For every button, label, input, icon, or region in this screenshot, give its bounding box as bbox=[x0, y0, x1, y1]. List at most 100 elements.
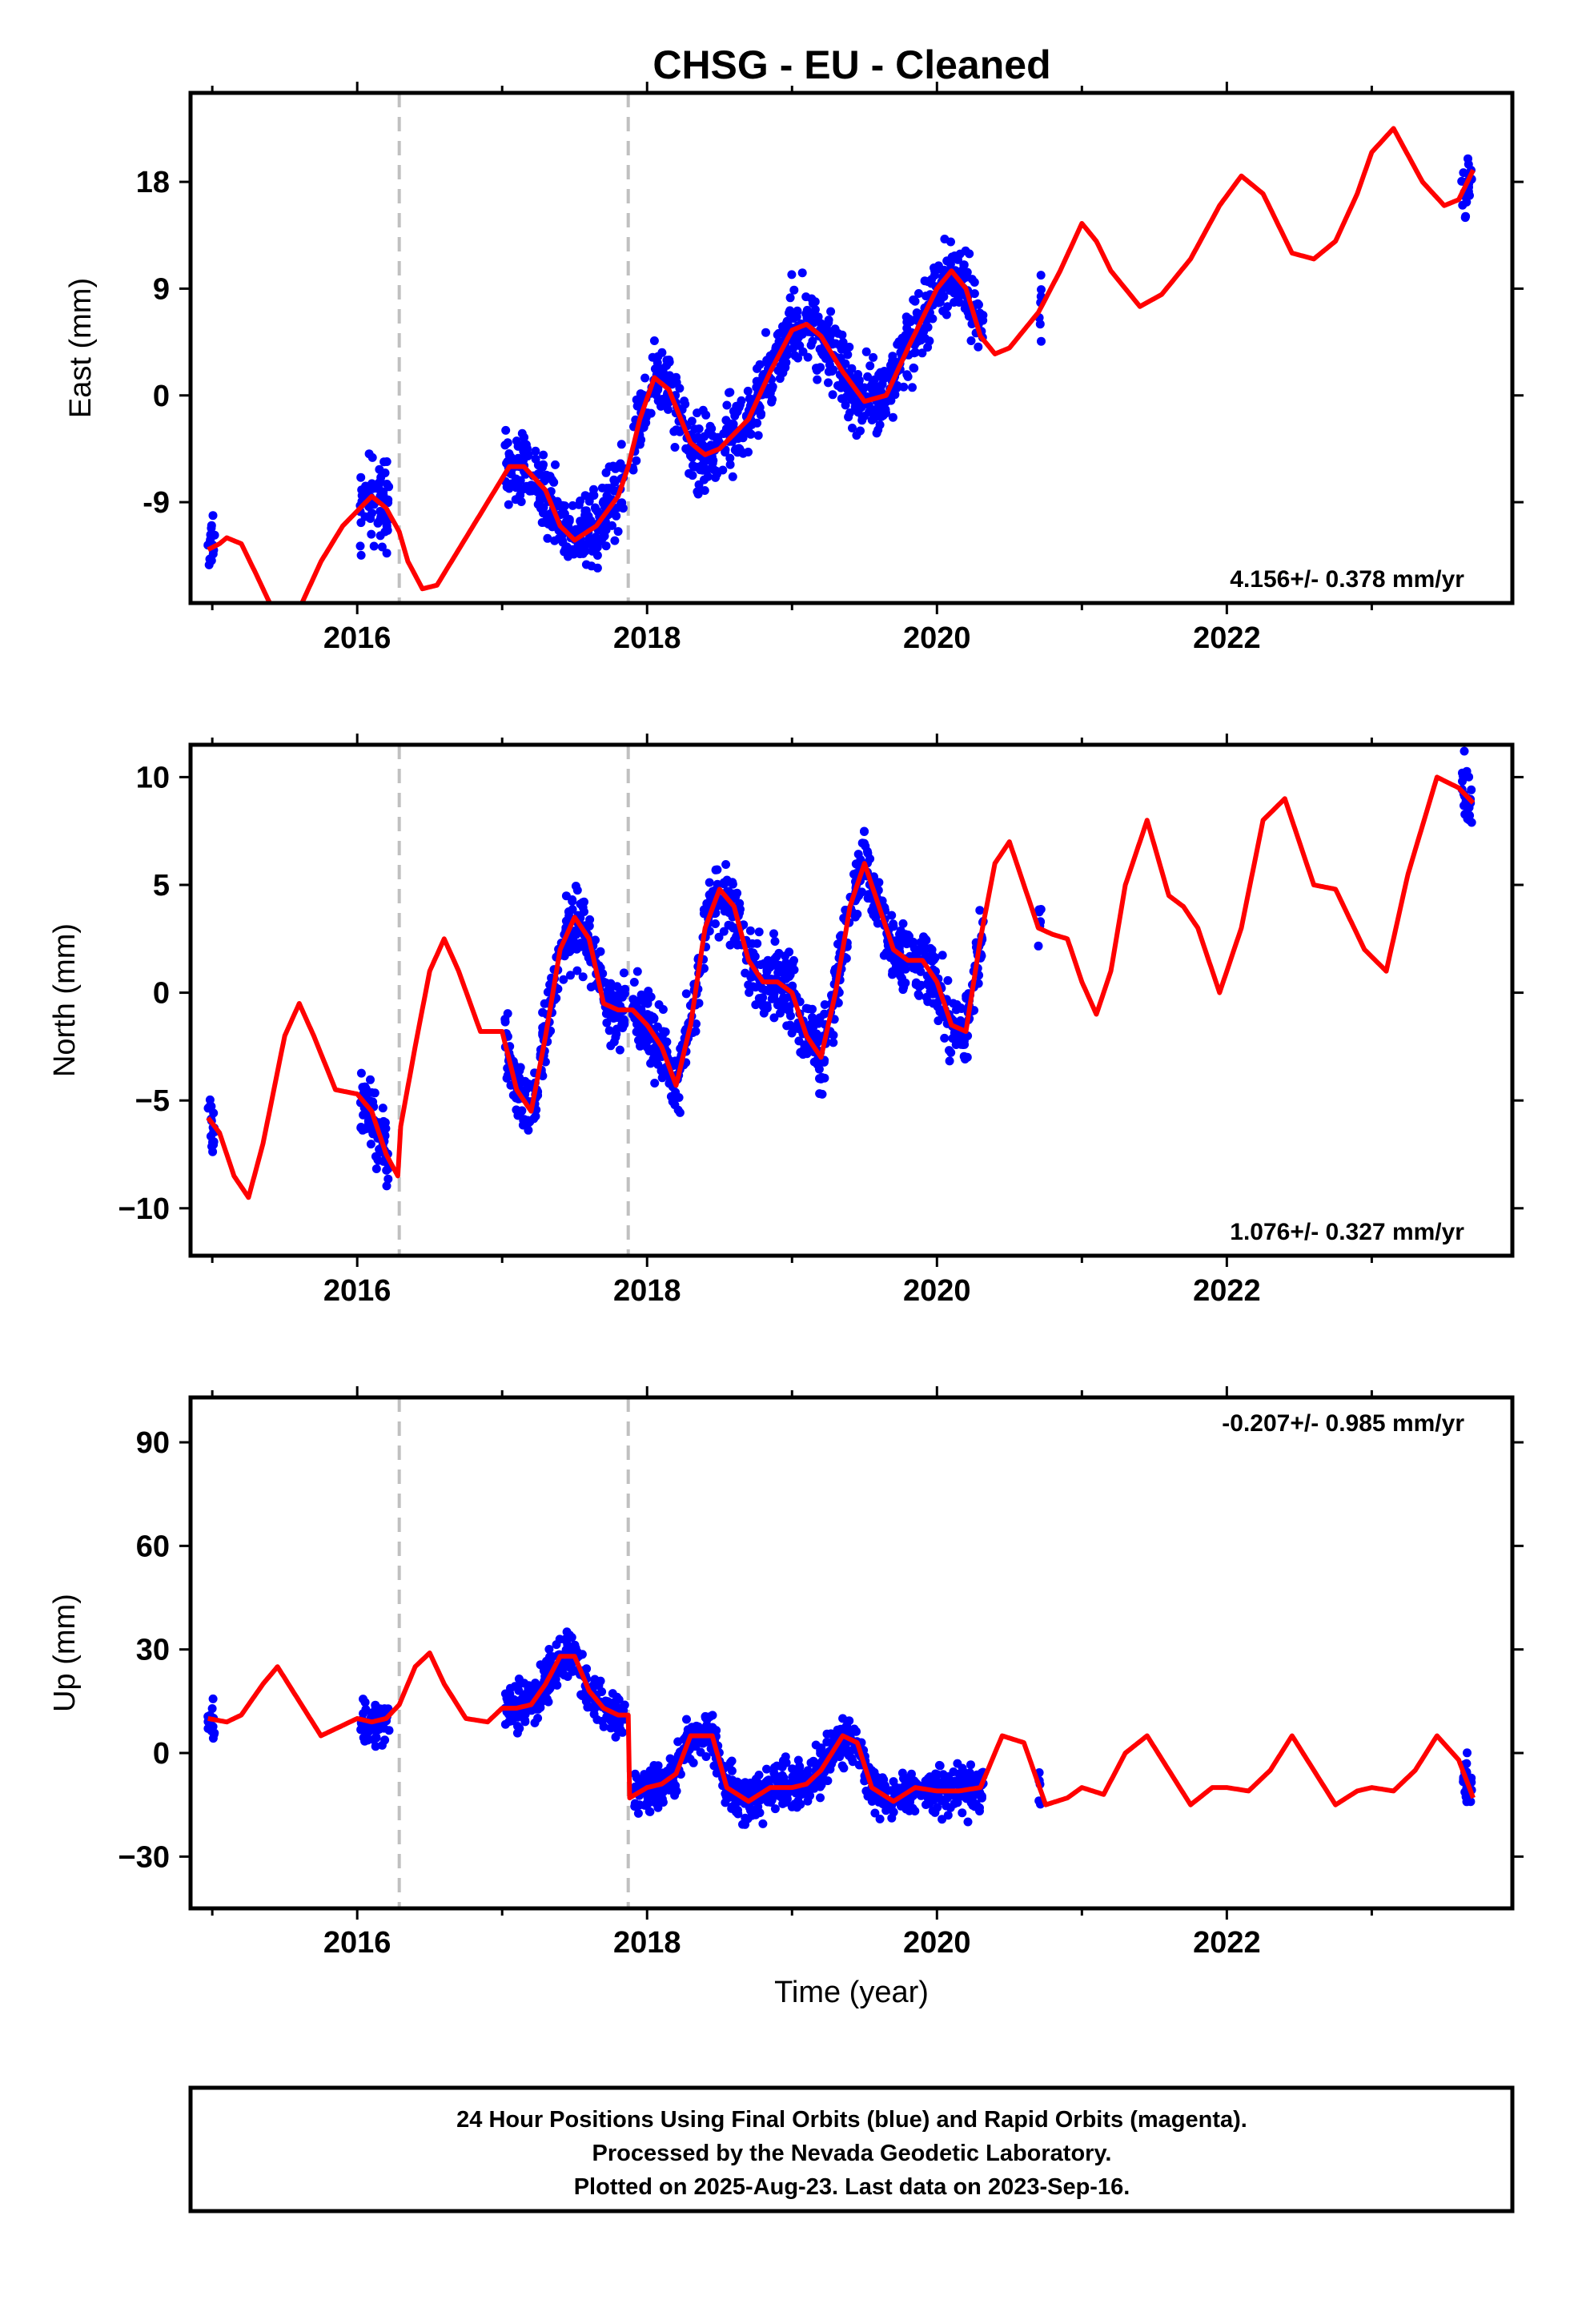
data-point bbox=[970, 1802, 980, 1811]
data-point bbox=[917, 348, 927, 358]
data-point bbox=[636, 1039, 645, 1048]
data-point bbox=[600, 531, 609, 541]
data-point bbox=[360, 1736, 370, 1746]
data-point bbox=[914, 991, 924, 1000]
data-point bbox=[725, 388, 735, 397]
data-point bbox=[203, 1104, 213, 1113]
data-point bbox=[568, 895, 577, 904]
data-point bbox=[895, 971, 905, 980]
data-point bbox=[205, 554, 215, 564]
data-point bbox=[656, 401, 665, 411]
data-point bbox=[789, 285, 799, 295]
data-point bbox=[1464, 154, 1472, 163]
data-point bbox=[843, 350, 853, 360]
data-point bbox=[1034, 941, 1043, 951]
data-point bbox=[727, 1766, 737, 1775]
data-point bbox=[653, 1059, 663, 1069]
data-point bbox=[558, 1665, 568, 1675]
data-point bbox=[762, 356, 772, 365]
data-point bbox=[568, 501, 577, 510]
data-point bbox=[618, 504, 628, 513]
data-point bbox=[780, 1790, 789, 1799]
data-point bbox=[942, 1801, 951, 1811]
data-point bbox=[1037, 285, 1046, 295]
data-point bbox=[371, 1733, 381, 1743]
data-point bbox=[753, 431, 763, 440]
data-point bbox=[860, 827, 869, 836]
data-point bbox=[382, 549, 391, 558]
data-point bbox=[1037, 336, 1046, 346]
data-point bbox=[632, 1027, 641, 1036]
data-point bbox=[208, 1694, 218, 1703]
data-point bbox=[601, 541, 611, 551]
data-point bbox=[930, 263, 938, 272]
data-point bbox=[741, 1819, 750, 1829]
model-curve bbox=[207, 126, 1476, 603]
data-point bbox=[916, 967, 926, 976]
data-point bbox=[866, 382, 876, 391]
data-point bbox=[727, 1756, 737, 1766]
data-point bbox=[373, 518, 383, 528]
data-point bbox=[642, 1043, 652, 1051]
data-point bbox=[503, 1009, 512, 1019]
data-point bbox=[699, 905, 709, 915]
model-curve bbox=[207, 1651, 1476, 1807]
data-point bbox=[592, 551, 602, 560]
data-point bbox=[708, 1711, 717, 1720]
data-point bbox=[375, 464, 384, 474]
data-point bbox=[845, 408, 854, 417]
data-point bbox=[628, 995, 638, 1004]
data-point bbox=[543, 987, 552, 997]
data-point bbox=[838, 337, 848, 347]
data-point bbox=[730, 409, 740, 419]
data-point bbox=[566, 946, 576, 955]
data-point bbox=[938, 306, 948, 316]
data-point bbox=[772, 952, 781, 962]
data-point bbox=[816, 1074, 825, 1084]
data-point bbox=[358, 1125, 367, 1135]
data-point bbox=[205, 1095, 215, 1104]
data-point bbox=[734, 1779, 744, 1789]
data-point bbox=[582, 1664, 592, 1674]
data-point bbox=[959, 260, 969, 270]
data-point bbox=[854, 376, 864, 385]
data-point bbox=[921, 951, 930, 961]
data-point bbox=[692, 1722, 701, 1731]
data-point bbox=[658, 1005, 668, 1014]
data-point bbox=[819, 1057, 829, 1067]
y-tick-label: -9 bbox=[143, 486, 170, 520]
data-point bbox=[949, 999, 958, 1008]
data-point bbox=[839, 1763, 849, 1773]
data-point bbox=[381, 1124, 391, 1133]
data-point bbox=[519, 447, 528, 456]
data-point bbox=[774, 328, 784, 338]
data-point bbox=[602, 1018, 612, 1027]
data-point bbox=[818, 320, 827, 330]
data-point bbox=[581, 1697, 591, 1706]
data-point bbox=[732, 401, 741, 411]
data-point bbox=[812, 1035, 821, 1045]
data-point bbox=[383, 525, 392, 535]
data-point bbox=[636, 396, 645, 405]
y-tick-label: 18 bbox=[136, 166, 170, 199]
velocity-annotation: 1.076+/- 0.327 mm/yr bbox=[1230, 1219, 1464, 1245]
data-point bbox=[649, 336, 659, 345]
data-point bbox=[835, 1752, 845, 1762]
data-point bbox=[531, 446, 540, 456]
data-point bbox=[207, 1704, 217, 1713]
data-point bbox=[824, 378, 833, 388]
data-point bbox=[512, 1728, 522, 1738]
data-point bbox=[771, 1774, 781, 1783]
data-point bbox=[841, 954, 851, 963]
data-point bbox=[751, 1775, 761, 1783]
data-point bbox=[382, 1165, 391, 1175]
data-point bbox=[898, 919, 908, 928]
data-point bbox=[642, 1798, 652, 1807]
data-point bbox=[721, 1791, 731, 1801]
data-point bbox=[206, 535, 215, 545]
data-point bbox=[857, 887, 866, 897]
data-point bbox=[660, 371, 669, 380]
data-point bbox=[725, 460, 735, 469]
data-point bbox=[700, 486, 709, 495]
data-point bbox=[366, 1140, 375, 1149]
